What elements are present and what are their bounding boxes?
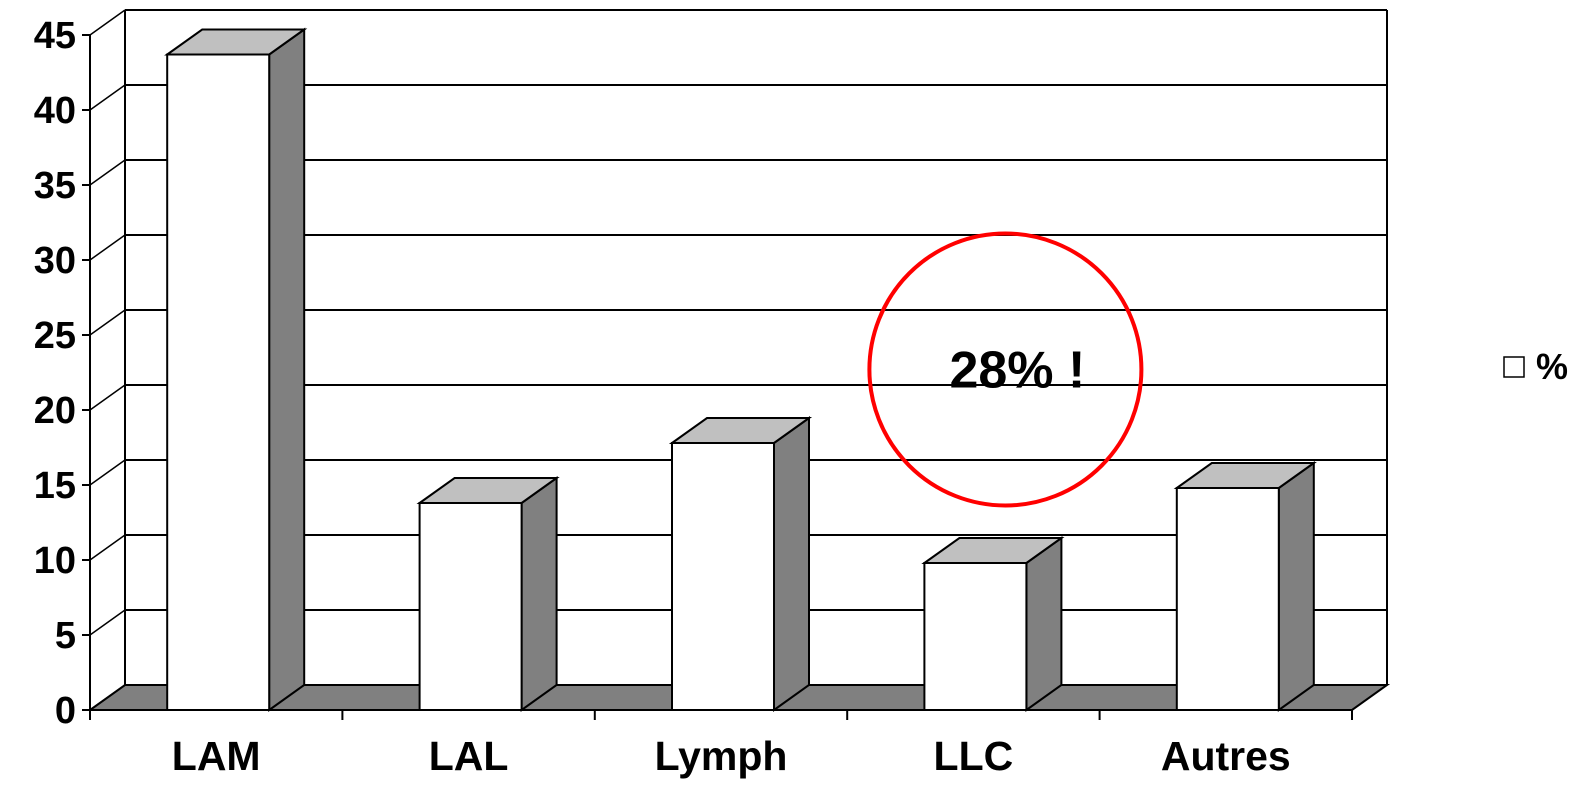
bar-lymph [671,442,775,711]
side-wall-gridline [89,684,126,711]
annotation: 28% ! [867,231,1144,508]
x-tick-label: Autres [1161,733,1291,779]
side-wall-gridline [89,309,126,336]
bar-lal [418,502,523,711]
bar-side-llc [1025,536,1063,712]
bar-side-autres [1277,461,1315,712]
y-tick-label: 45 [34,15,76,57]
bar-side-lymph [773,416,810,712]
x-tick-label: Lymph [655,733,788,779]
y-tick-label: 0 [55,690,76,732]
x-axis-labels: LAM LAL Lymph LLC Autres [172,733,1291,779]
legend: % [1503,346,1568,387]
chart-walls [124,10,1388,685]
side-wall-gridline [89,459,126,486]
bar-side-lal [520,476,558,712]
side-wall-gridline [89,534,126,561]
side-wall-gridline [89,9,126,36]
side-wall-gridline [89,84,126,111]
y-tick-label: 35 [34,165,76,207]
y-axis: 0 5 10 15 20 25 30 35 40 45 [34,15,1353,732]
bar-lam [166,53,271,711]
side-wall-gridline [89,384,126,411]
legend-swatch [1503,356,1525,378]
y-tick-label: 20 [34,390,76,432]
x-tick-label: LAM [172,733,261,779]
y-tick-label: 25 [34,315,76,357]
bars [164,27,1317,712]
legend-label: % [1536,346,1568,387]
y-tick-label: 15 [34,465,76,507]
x-tick-label: LLC [934,733,1014,779]
side-wall-gridline [89,234,126,261]
y-tick-label: 40 [34,90,76,132]
y-tick-label: 10 [34,540,76,582]
bar-side-lam [268,27,306,712]
side-wall-gridline [89,609,126,636]
annotation-text: 28% ! [949,342,1085,400]
bar-autres [1175,487,1280,711]
y-tick-label: 5 [55,615,76,657]
side-wall-gridline [89,159,126,186]
bar-llc [923,562,1028,711]
x-tick-label: LAL [429,733,509,779]
annotation-circle [867,231,1144,508]
y-tick-label: 30 [34,240,76,282]
